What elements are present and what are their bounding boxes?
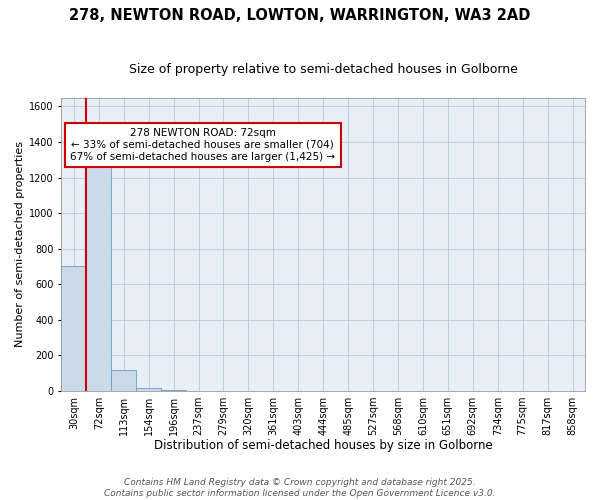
Bar (111, 370, 136, 391)
Bar (86, 160, 111, 391)
Text: 278, NEWTON ROAD, LOWTON, WARRINGTON, WA3 2AD: 278, NEWTON ROAD, LOWTON, WARRINGTON, WA… (70, 8, 530, 22)
Bar (161, 390, 186, 391)
Text: Contains HM Land Registry data © Crown copyright and database right 2025.
Contai: Contains HM Land Registry data © Crown c… (104, 478, 496, 498)
Y-axis label: Number of semi-detached properties: Number of semi-detached properties (15, 141, 25, 347)
Text: 278 NEWTON ROAD: 72sqm
← 33% of semi-detached houses are smaller (704)
67% of se: 278 NEWTON ROAD: 72sqm ← 33% of semi-det… (70, 128, 335, 162)
Bar (61, 266, 86, 391)
Title: Size of property relative to semi-detached houses in Golborne: Size of property relative to semi-detach… (129, 62, 518, 76)
X-axis label: Distribution of semi-detached houses by size in Golborne: Distribution of semi-detached houses by … (154, 440, 493, 452)
Bar (136, 388, 161, 391)
